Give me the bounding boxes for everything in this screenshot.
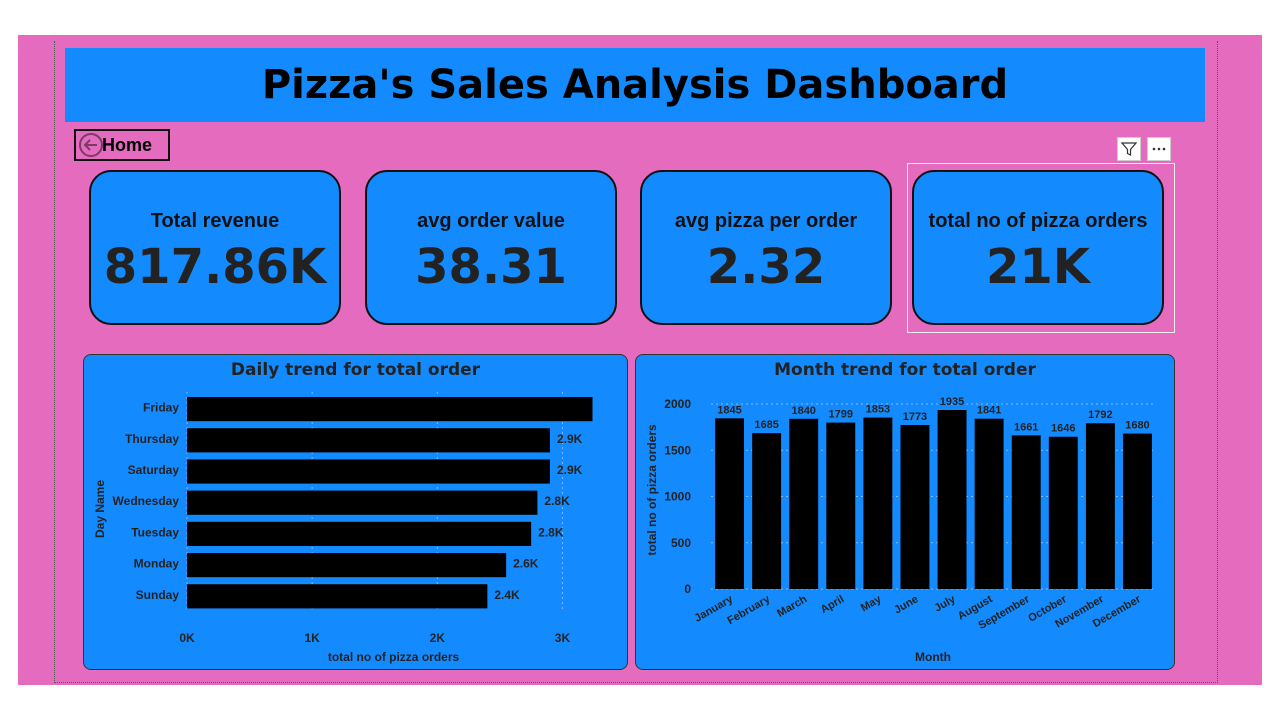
kpi-card-total-orders[interactable]: total no of pizza orders 21K <box>912 170 1164 325</box>
data-label: 1685 <box>754 419 778 431</box>
data-label: 2.6K <box>513 557 539 571</box>
bar <box>1011 435 1041 589</box>
kpi-value: 2.32 <box>706 239 826 295</box>
data-label: 2.9K <box>557 432 583 446</box>
data-label: 1853 <box>866 404 890 416</box>
bar <box>187 521 532 546</box>
kpi-label: total no of pizza orders <box>928 210 1148 232</box>
x-tick-label: February <box>725 593 773 627</box>
bar <box>1085 423 1115 589</box>
x-tick-label: May <box>859 593 884 615</box>
data-label: 1680 <box>1125 420 1149 432</box>
filter-icon[interactable] <box>1117 137 1141 161</box>
kpi-value: 21K <box>986 239 1090 295</box>
visual-header <box>1117 137 1171 161</box>
chart-title: Daily trend for total order <box>230 360 481 380</box>
y-tick-label: Friday <box>143 401 179 415</box>
bar <box>187 490 538 515</box>
bar <box>187 553 507 578</box>
data-label: 2.8K <box>544 494 570 508</box>
x-tick-label: April <box>819 593 847 616</box>
kpi-value: 38.31 <box>415 239 567 295</box>
month-trend-panel[interactable]: Month trend for total order 0 500 1000 1500… <box>635 354 1175 670</box>
more-options-icon[interactable] <box>1147 137 1171 161</box>
bar <box>1048 436 1078 589</box>
bar <box>187 397 593 422</box>
daily-trend-panel[interactable]: Daily trend for total order 0K 1K 2K 3K Frid… <box>83 354 628 670</box>
bar <box>826 422 856 589</box>
x-tick-label: 2K <box>430 631 446 645</box>
selected-visual-outline <box>907 163 1175 333</box>
page-boundary <box>54 41 1218 683</box>
y-axis-title: total no of pizza orders <box>645 424 659 556</box>
data-label: 1792 <box>1088 409 1112 421</box>
data-label: 1661 <box>1014 421 1038 433</box>
kpi-card-avg-order-value[interactable]: avg order value 38.31 <box>365 170 617 325</box>
data-label: 1841 <box>977 405 1001 417</box>
kpi-label: avg order value <box>417 210 565 232</box>
data-label: 1773 <box>903 411 927 423</box>
kpi-card-total-revenue[interactable]: Total revenue 817.86K <box>89 170 341 325</box>
bar <box>715 418 745 589</box>
y-tick-label: Tuesday <box>131 525 179 539</box>
x-tick-label: 1K <box>304 631 320 645</box>
kpi-value: 817.86K <box>103 239 327 295</box>
x-tick-label: 3K <box>555 631 571 645</box>
data-label: 1799 <box>829 409 853 421</box>
y-tick-label: 1000 <box>664 490 691 504</box>
bar <box>789 418 819 589</box>
page-title: Pizza's Sales Analysis Dashboard <box>261 62 1009 108</box>
y-tick-label: Wednesday <box>113 494 180 508</box>
kpi-card-avg-pizza-per-order[interactable]: avg pizza per order 2.32 <box>640 170 892 325</box>
data-label: 2.8K <box>538 525 564 539</box>
bar <box>187 584 488 609</box>
y-tick-label: 0 <box>684 582 691 596</box>
x-tick-label: June <box>892 593 920 616</box>
bar <box>187 428 550 453</box>
daily-trend-chart: 0K 1K 2K 3K Friday Thursday 2.9K Saturday 2.9K We… <box>93 392 593 664</box>
y-tick-label: Thursday <box>125 432 179 446</box>
x-tick-label: July <box>932 593 958 615</box>
kpi-label: avg pizza per order <box>674 210 858 232</box>
bar <box>863 417 893 589</box>
y-axis-title: Day Name <box>93 480 107 538</box>
bar <box>900 424 930 589</box>
chart-title: Month trend for total order <box>774 360 1036 380</box>
y-tick-label: 2000 <box>664 397 691 411</box>
x-tick-label: March <box>775 593 809 620</box>
y-tick-label: Saturday <box>128 463 180 477</box>
home-button[interactable]: Home <box>74 129 170 161</box>
home-button-label: Home <box>102 134 153 155</box>
bar <box>1122 433 1152 589</box>
y-tick-label: 1500 <box>664 443 691 457</box>
data-label: 2.9K <box>557 463 583 477</box>
bar <box>937 410 967 589</box>
data-label: 1935 <box>940 396 964 408</box>
data-label: 2.4K <box>494 588 520 602</box>
bar <box>187 459 550 484</box>
x-axis-title: Month <box>915 650 951 664</box>
data-label: 1840 <box>791 405 815 417</box>
kpi-label: Total revenue <box>150 210 280 232</box>
report-canvas: Pizza's Sales Analysis Dashboard Home To… <box>18 35 1262 685</box>
data-label: 1646 <box>1051 423 1075 435</box>
y-tick-label: Sunday <box>136 588 180 602</box>
y-tick-label: Monday <box>134 557 180 571</box>
bar <box>752 433 782 589</box>
title-banner: Pizza's Sales Analysis Dashboard <box>65 48 1205 122</box>
y-tick-label: 500 <box>671 536 691 550</box>
x-axis-title: total no of pizza orders <box>328 650 460 664</box>
x-tick-label: 0K <box>179 631 195 645</box>
bar <box>974 418 1004 589</box>
data-label: 1845 <box>717 404 741 416</box>
back-arrow-icon <box>79 133 103 157</box>
